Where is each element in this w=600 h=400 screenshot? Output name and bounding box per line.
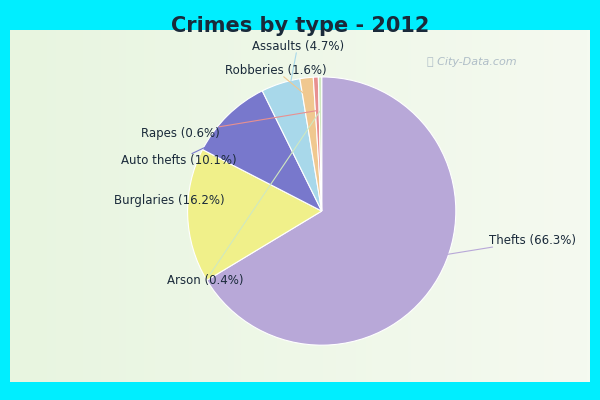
Text: Crimes by type - 2012: Crimes by type - 2012 bbox=[171, 16, 429, 36]
Wedge shape bbox=[188, 150, 322, 280]
Wedge shape bbox=[203, 91, 322, 211]
Wedge shape bbox=[262, 79, 322, 211]
Wedge shape bbox=[313, 77, 322, 211]
Text: Rapes (0.6%): Rapes (0.6%) bbox=[140, 110, 317, 140]
Text: Burglaries (16.2%): Burglaries (16.2%) bbox=[114, 194, 224, 214]
Text: Assaults (4.7%): Assaults (4.7%) bbox=[251, 40, 344, 102]
Text: Robberies (1.6%): Robberies (1.6%) bbox=[225, 64, 327, 98]
Text: Thefts (66.3%): Thefts (66.3%) bbox=[409, 234, 577, 260]
Wedge shape bbox=[207, 77, 456, 345]
Text: ⓘ City-Data.com: ⓘ City-Data.com bbox=[427, 57, 516, 67]
Text: Arson (0.4%): Arson (0.4%) bbox=[167, 110, 320, 287]
Text: Auto thefts (10.1%): Auto thefts (10.1%) bbox=[121, 130, 242, 166]
Wedge shape bbox=[319, 77, 322, 211]
Wedge shape bbox=[300, 77, 322, 211]
